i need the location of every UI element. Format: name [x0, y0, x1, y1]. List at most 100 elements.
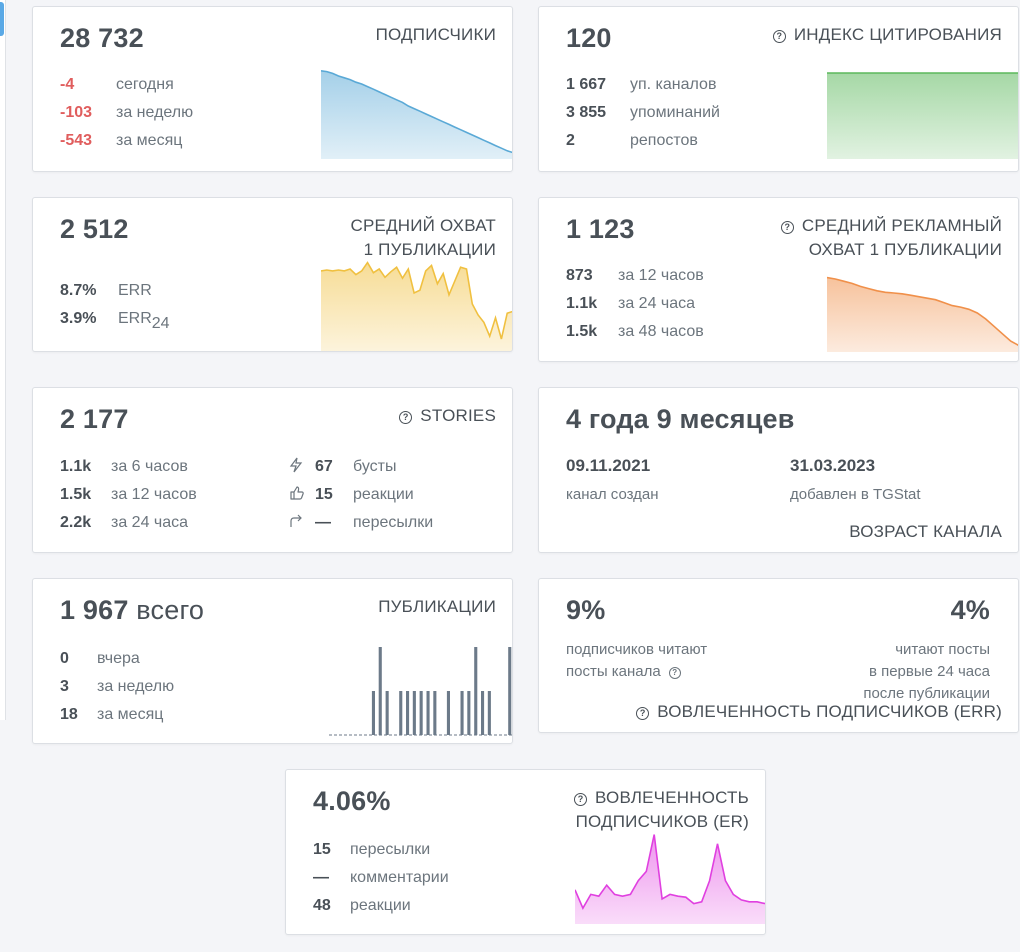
ad-reach-value: 1 123 — [566, 214, 635, 244]
er-forwards-label: пересылки — [350, 841, 431, 858]
er-reactions-label: реакции — [350, 897, 411, 914]
err-right-text: читают посты в первые 24 часа после публик… — [863, 641, 990, 702]
citation-title: ? ИНДЕКС ЦИТИРОВАНИЯ — [772, 23, 1002, 47]
posts-bar — [433, 691, 437, 735]
channel-age-value: 4 года 9 месяцев — [566, 404, 795, 434]
stories-value: 2 177 — [60, 404, 129, 434]
citation-mentions-label: упоминаний — [630, 104, 720, 121]
stories-title: ? STORIES — [399, 404, 496, 428]
ad-reach-sparkline-line — [827, 276, 1018, 346]
err24-value: 3.9% — [60, 310, 97, 327]
posts-yesterday-label: вчера — [97, 650, 140, 667]
ad-reach-sparkline-area — [827, 277, 1018, 352]
question-circle-icon[interactable]: ? — [636, 707, 650, 720]
err-title: ? ВОВЛЕЧЕННОСТЬ ПОДПИСЧИКОВ (ERR) — [636, 700, 1002, 724]
citation-mentions-value: 3 855 — [566, 104, 607, 121]
er-reactions-value: 48 — [313, 897, 331, 914]
posts-week-value: 3 — [60, 678, 69, 695]
posts-card[interactable]: 1 967 всего ПУБЛИКАЦИИ 0 вчера 3 за неделю… — [32, 578, 513, 744]
err-subscribers-percent: 9% — [566, 595, 606, 625]
posts-bar — [487, 691, 491, 735]
question-circle-icon[interactable]: ? — [780, 221, 794, 234]
reach-card[interactable]: 2 512 СРЕДНИЙ ОХВАТ 1 ПУБЛИКАЦИИ 8.7% ERR … — [32, 197, 513, 352]
er-comments-label: комментарии — [350, 869, 449, 886]
ad-reach-12h-value: 873 — [566, 267, 593, 284]
subscribers-sparkline-line — [321, 70, 512, 154]
subscribers-month-label: за месяц — [116, 132, 183, 149]
posts-bar — [378, 647, 382, 735]
er-sparkline-area — [575, 834, 765, 924]
err-left-text: подписчиков читают посты канала? — [566, 641, 708, 680]
subscribers-sparkline-area — [321, 70, 512, 159]
stories-boosts-label: бусты — [353, 458, 397, 475]
er-card[interactable]: 4.06% ? ВОВЛЕЧЕННОСТЬ ПОДПИСЧИКОВ (ER) 15 п… — [285, 769, 766, 935]
created-label: канал создан — [566, 486, 659, 503]
ad-reach-title: ? СРЕДНИЙ РЕКЛАМНЫЙ ОХВАТ 1 ПУБЛИКАЦИИ — [780, 214, 1002, 262]
ad-reach-24h-label: за 24 часа — [618, 295, 696, 312]
subscribers-week-label: за неделю — [116, 104, 194, 121]
posts-bar — [412, 691, 416, 735]
subscribers-today-label: сегодня — [116, 76, 174, 93]
ad-reach-48h-label: за 48 часов — [618, 323, 704, 340]
citation-reposts-value: 2 — [566, 132, 575, 149]
posts-bar — [385, 691, 389, 735]
posts-week-label: за неделю — [97, 678, 175, 695]
posts-bar — [481, 691, 485, 735]
reach-sparkline — [321, 261, 512, 351]
ad-reach-24h-value: 1.1k — [566, 295, 598, 312]
posts-bar — [474, 647, 478, 735]
citation-sparkline-area — [827, 73, 1018, 159]
subscribers-count: 28 732 — [60, 23, 144, 53]
subscribers-card[interactable]: 28 732 ПОДПИСЧИКИ -4 сегодня -103 за недел… — [32, 6, 513, 172]
citation-index-value: 120 — [566, 23, 612, 53]
posts-bar — [406, 691, 410, 735]
subscribers-week-value: -103 — [60, 104, 93, 121]
stories-card[interactable]: 2 177 ? STORIES 1.1k за 6 часов 1.5k за 12 … — [32, 387, 513, 553]
stories-6h-value: 1.1k — [60, 458, 92, 475]
thumbs-up-icon — [289, 481, 315, 509]
question-circle-icon[interactable]: ? — [772, 30, 786, 43]
posts-bar — [508, 647, 512, 735]
citation-channels-label: уп. каналов — [630, 76, 717, 93]
stories-6h-label: за 6 часов — [111, 458, 188, 475]
share-arrow-icon — [289, 509, 315, 537]
er-sparkline — [575, 834, 765, 924]
err-value: 8.7% — [60, 282, 97, 299]
ad-reach-card[interactable]: 1 123 ? СРЕДНИЙ РЕКЛАМНЫЙ ОХВАТ 1 ПУБЛИКАЦ… — [538, 197, 1019, 362]
posts-bar — [399, 691, 403, 735]
er-title: ? ВОВЛЕЧЕННОСТЬ ПОДПИСЧИКОВ (ER) — [574, 788, 749, 831]
posts-bar — [426, 691, 430, 735]
posts-yesterday-value: 0 — [60, 650, 69, 667]
posts-total: 1 967 всего — [60, 595, 205, 625]
posts-bar — [460, 691, 464, 735]
channel-age-title: ВОЗРАСТ КАНАЛА — [849, 522, 1002, 541]
citation-card[interactable]: 120 ? ИНДЕКС ЦИТИРОВАНИЯ 1 667 уп. каналов… — [538, 6, 1019, 172]
err24-label: ERR24 — [118, 310, 170, 332]
posts-bar — [371, 691, 375, 735]
citation-channels-value: 1 667 — [566, 76, 607, 93]
er-value: 4.06% — [313, 786, 391, 816]
added-label: добавлен в TGStat — [790, 486, 921, 503]
reach-sparkline-line — [321, 261, 512, 340]
question-circle-icon[interactable]: ? — [399, 411, 413, 424]
err-card[interactable]: 9% подписчиков читают посты канала? 4% чи… — [538, 578, 1019, 733]
sidebar-active-marker — [0, 2, 4, 36]
ad-reach-48h-value: 1.5k — [566, 323, 598, 340]
er-sparkline-line — [575, 834, 765, 910]
ad-reach-12h-label: за 12 часов — [618, 267, 704, 284]
citation-sparkline — [827, 72, 1018, 159]
channel-age-card[interactable]: 4 года 9 месяцев 09.11.2021 канал создан… — [538, 387, 1019, 553]
posts-month-label: за месяц — [97, 706, 164, 723]
reach-value: 2 512 — [60, 214, 129, 244]
stories-reactions-value: 15 — [315, 486, 333, 503]
subscribers-today-value: -4 — [60, 76, 75, 93]
stories-forwards-label: пересылки — [353, 514, 434, 531]
err-24h-percent: 4% — [950, 595, 990, 625]
reach-sparkline-area — [321, 262, 512, 351]
stories-24h-label: за 24 часа — [111, 514, 189, 531]
question-circle-icon[interactable]: ? — [574, 793, 588, 806]
reach-title: СРЕДНИЙ ОХВАТ 1 ПУБЛИКАЦИИ — [350, 216, 496, 259]
question-circle-icon[interactable]: ? — [668, 667, 681, 679]
posts-title: ПУБЛИКАЦИИ — [378, 597, 496, 616]
citation-reposts-label: репостов — [630, 132, 698, 149]
